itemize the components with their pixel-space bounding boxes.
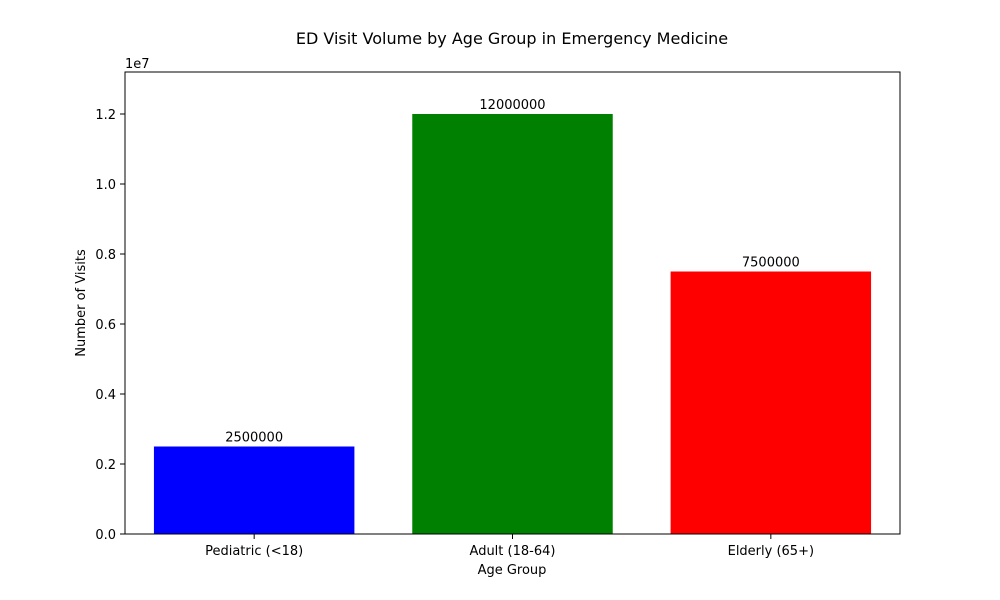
y-tick-label: 0.2 bbox=[95, 458, 116, 473]
y-tick-label: 0.0 bbox=[95, 528, 116, 543]
bar bbox=[412, 114, 613, 534]
x-tick-label: Pediatric (<18) bbox=[205, 544, 303, 559]
y-tick-label: 0.8 bbox=[95, 248, 116, 263]
x-tick-label: Elderly (65+) bbox=[728, 544, 814, 559]
bar bbox=[153, 446, 355, 534]
y-tick-label: 0.4 bbox=[95, 388, 116, 403]
bar bbox=[670, 271, 872, 534]
y-axis-label: Number of Visits bbox=[74, 249, 89, 357]
bar-value-label: 12000000 bbox=[479, 98, 545, 113]
y-tick-label: 1.0 bbox=[95, 178, 116, 193]
bar-value-label: 2500000 bbox=[225, 431, 283, 446]
y-tick-label: 1.2 bbox=[95, 108, 116, 123]
plot-area: 2500000 Pediatric (<18) 12000000 Adult (18-… bbox=[95, 71, 901, 559]
chart-title: ED Visit Volume by Age Group in Emergenc… bbox=[296, 29, 728, 48]
plot-frame bbox=[124, 71, 901, 535]
x-axis-label: Age Group bbox=[478, 563, 547, 578]
y-axis-offset-label: 1e7 bbox=[125, 57, 150, 72]
y-tick-label: 0.6 bbox=[95, 318, 116, 333]
x-tick-label: Adult (18-64) bbox=[470, 544, 556, 559]
bar-value-label: 7500000 bbox=[742, 256, 800, 271]
